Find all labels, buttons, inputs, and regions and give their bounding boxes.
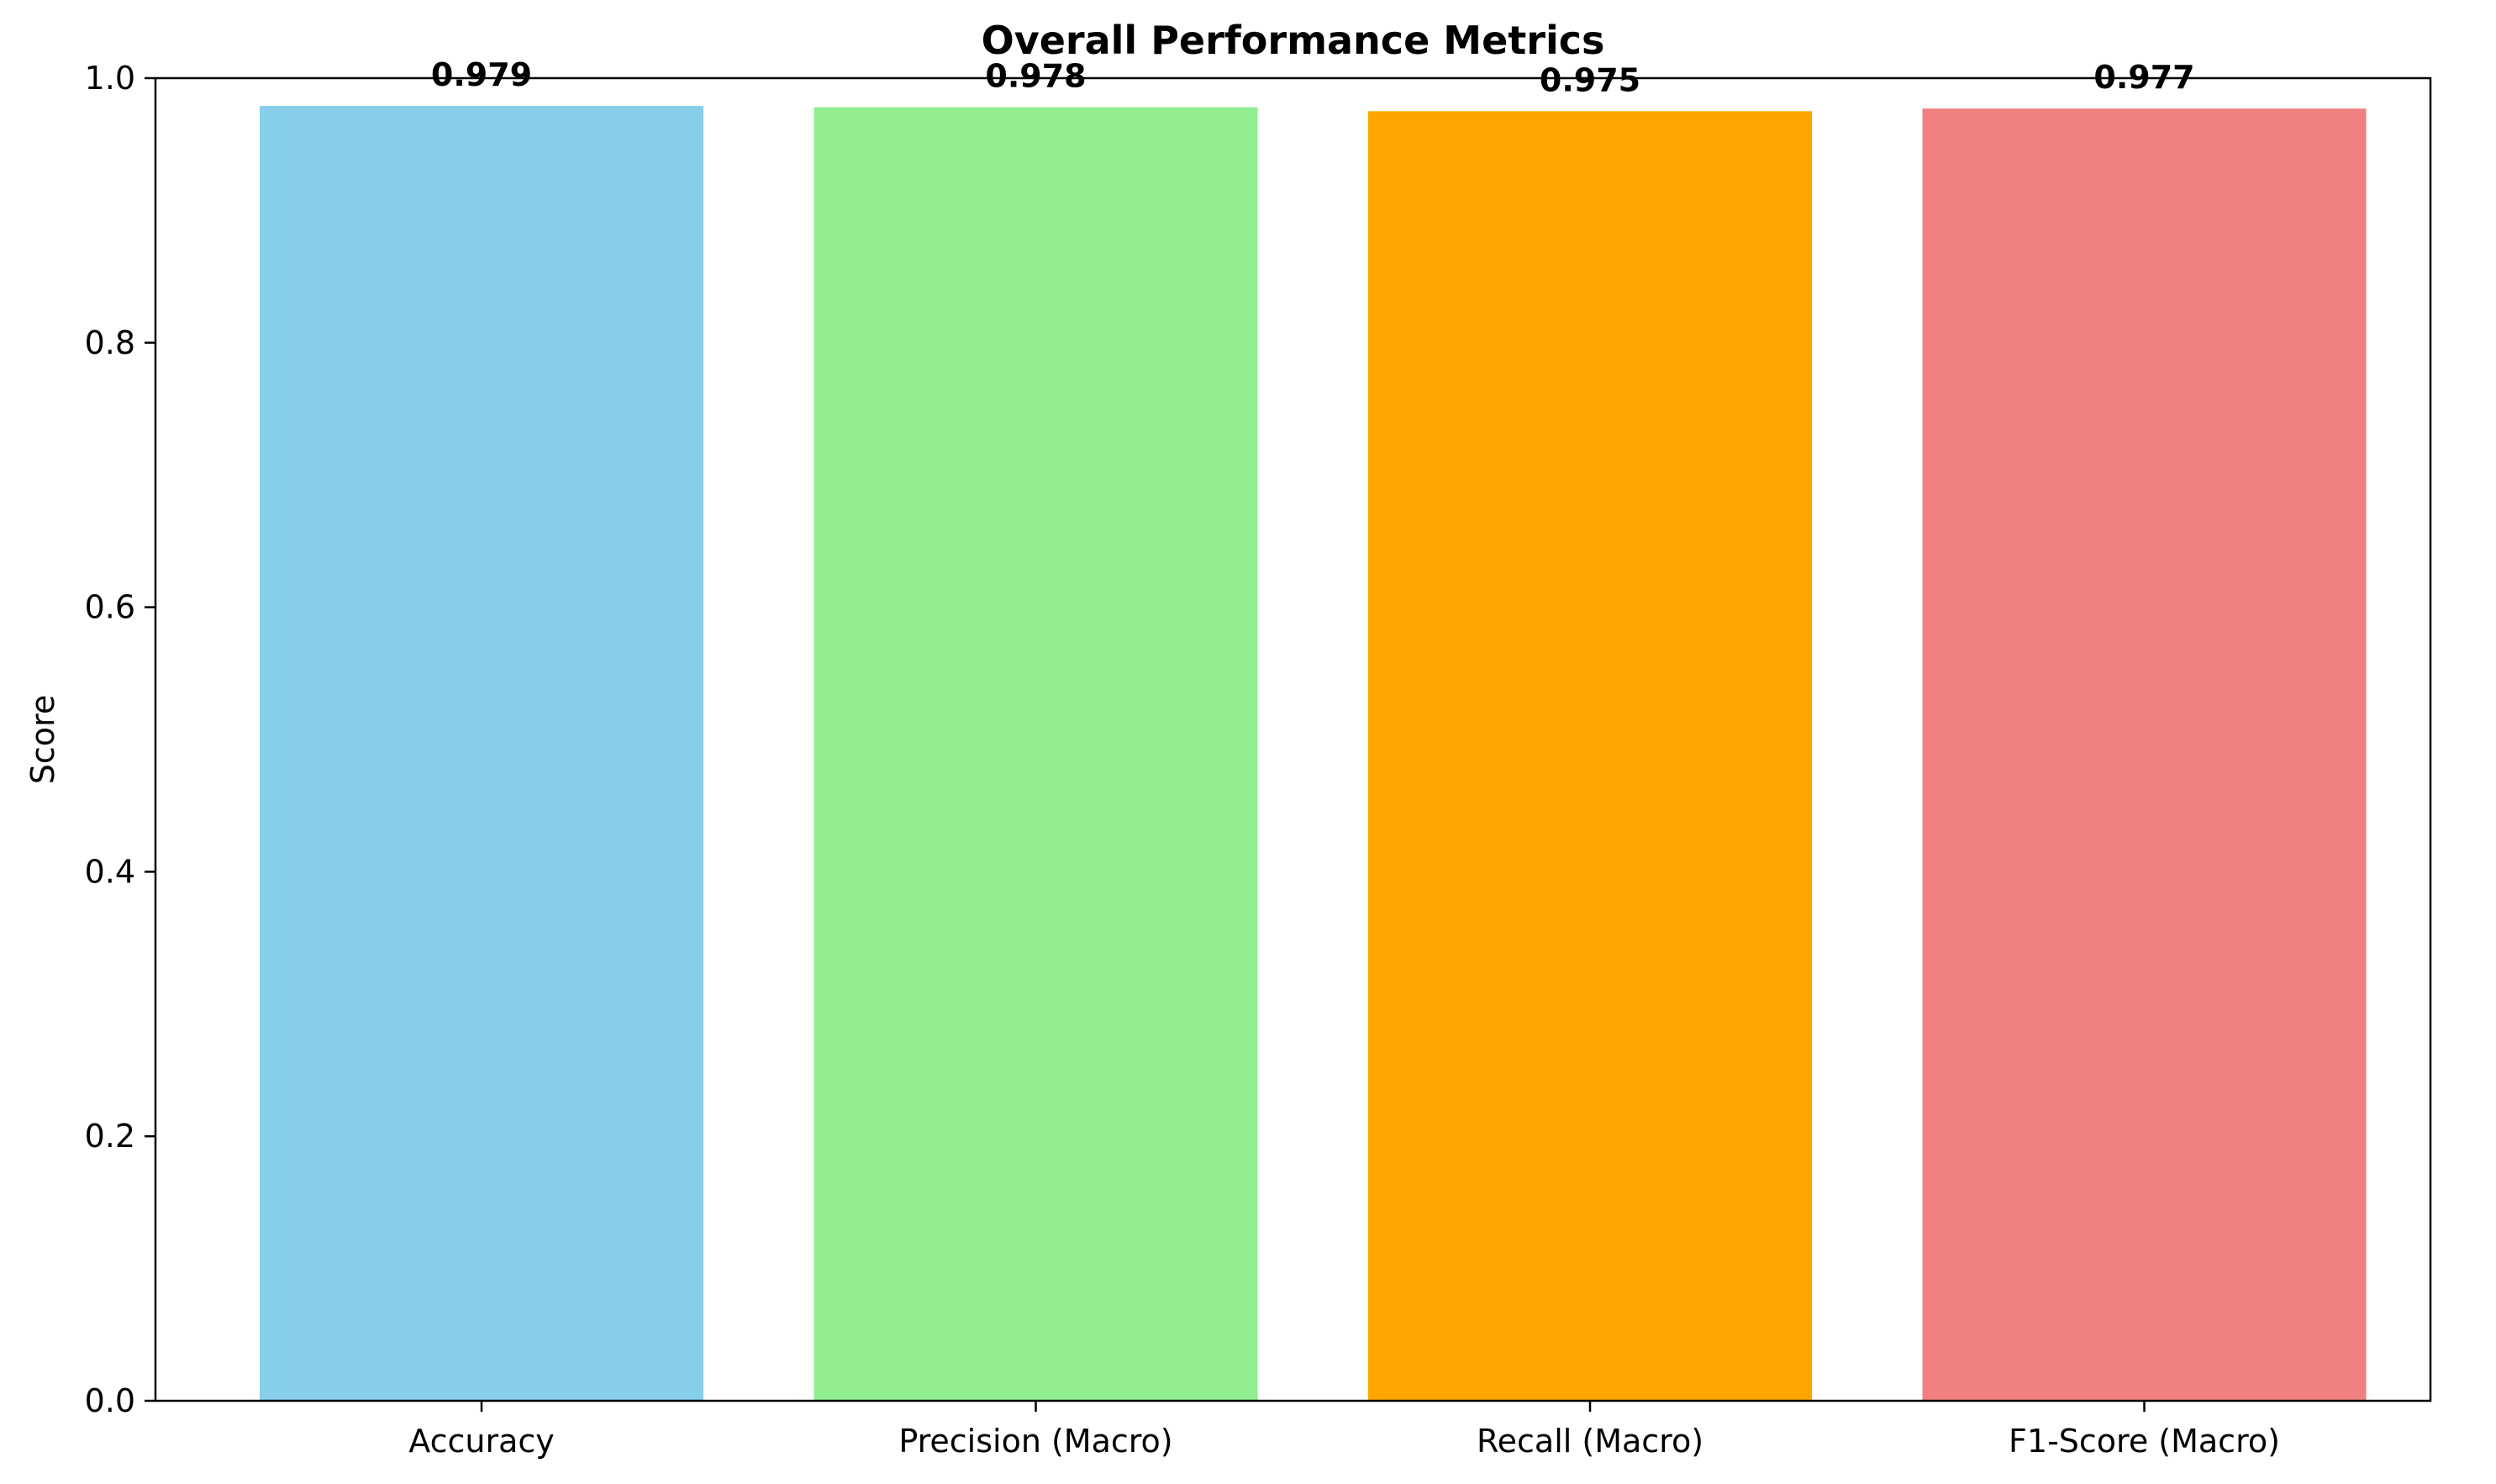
x-tick-label: F1-Score (Macro) xyxy=(2009,1423,2280,1460)
bar xyxy=(260,106,703,1402)
data-labels-group: 0.979 0.978 0.975 0.977 xyxy=(431,56,2195,98)
x-tick-label: Precision (Macro) xyxy=(898,1423,1172,1460)
data-label: 0.979 xyxy=(431,56,532,93)
bar xyxy=(814,107,1258,1401)
bars-group xyxy=(260,106,2367,1402)
y-axis-title: Score xyxy=(24,695,61,784)
y-tick-label: 0.4 xyxy=(85,853,135,890)
y-tick-label: 0.2 xyxy=(85,1118,135,1155)
data-label: 0.975 xyxy=(1540,61,1640,98)
bar xyxy=(1922,108,2367,1401)
x-axis: Accuracy Precision (Macro) Recall (Macro) F… xyxy=(408,1401,2280,1460)
y-tick-label: 0.0 xyxy=(85,1382,135,1419)
plot-frame xyxy=(154,76,2432,1402)
x-tick-label: Recall (Macro) xyxy=(1477,1423,1703,1460)
bar xyxy=(1368,111,1812,1402)
x-tick-label: Accuracy xyxy=(408,1423,555,1460)
y-tick-label: 1.0 xyxy=(85,60,135,97)
chart-title: Overall Performance Metrics xyxy=(982,18,1605,63)
y-tick-label: 0.6 xyxy=(85,589,135,626)
y-axis: 0.0 0.2 0.4 0.6 0.8 1.0 xyxy=(85,60,155,1419)
y-tick-label: 0.8 xyxy=(85,324,135,361)
data-label: 0.978 xyxy=(985,58,1086,95)
